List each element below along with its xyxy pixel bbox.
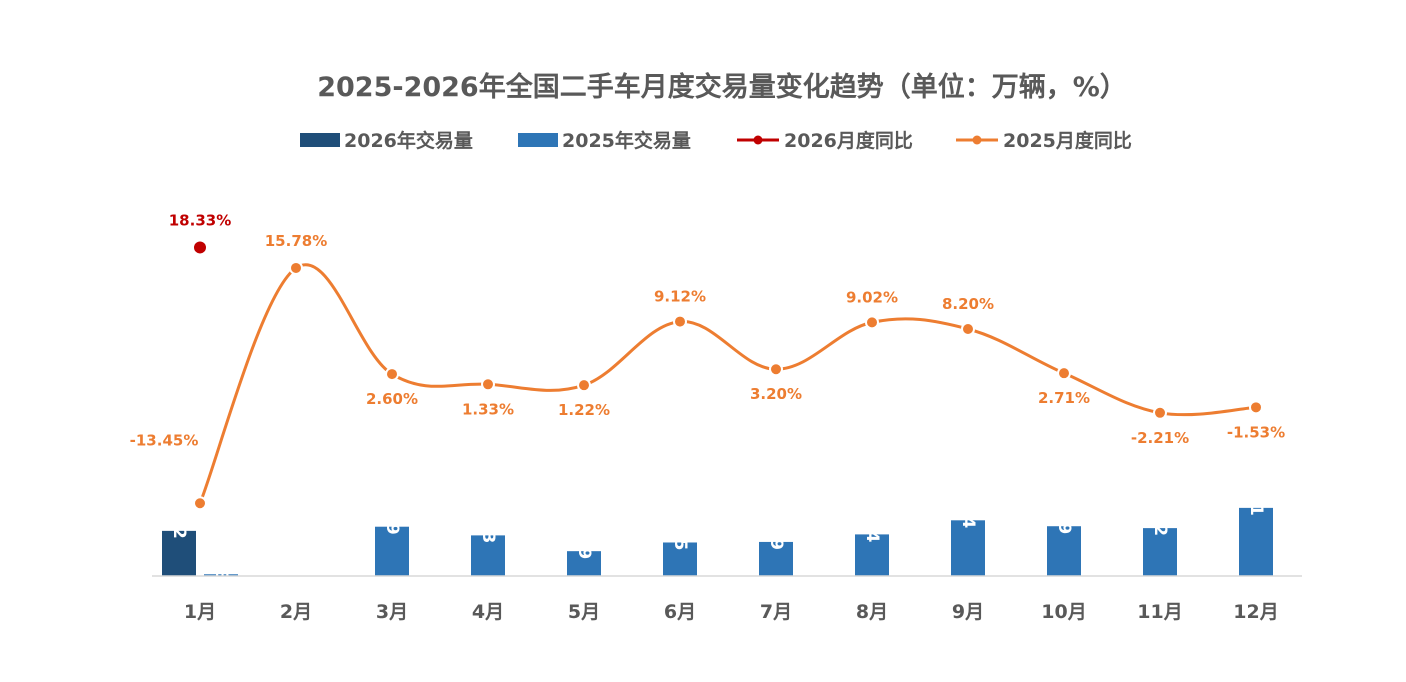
bar-2025: [663, 542, 697, 576]
x-tick-label: 11月: [1137, 601, 1182, 623]
bar-2025: [1143, 528, 1177, 576]
point-2025-yoy: [577, 378, 591, 393]
bar-value-label: 170.13: [478, 478, 498, 544]
bar-2025: [1239, 507, 1273, 576]
legend-label: 2026月度同比: [784, 129, 913, 152]
legend-swatch: [300, 133, 340, 147]
bar-value-label: 179.44: [958, 463, 978, 529]
x-tick-label: 6月: [664, 601, 696, 623]
x-tick-label: 1月: [184, 601, 216, 623]
bar-2025: [567, 551, 601, 576]
point-2025-yoy: [865, 315, 879, 330]
data-label-2025-yoy: 9.12%: [654, 288, 706, 306]
lines: -13.45% 15.78% 2.60% 1.33% 1.22% 9.12% 3.20% 9.…: [130, 211, 1285, 511]
bar-value-label: 165.75: [670, 485, 690, 551]
point-2025-yoy: [769, 362, 783, 377]
bar-value-label: 139.12: [286, 528, 306, 594]
bar-2025: [951, 520, 985, 576]
bar-value-label: 187.11: [1246, 450, 1266, 516]
legend-item-2025-yoy: 2025月度同比: [956, 129, 1132, 152]
point-2025-yoy: [385, 367, 399, 382]
bar-value-label: 175.79: [1054, 469, 1074, 535]
x-tick-label: 8月: [856, 601, 888, 623]
data-label-2025-yoy: -2.21%: [1131, 429, 1189, 447]
point-2025-yoy: [1249, 400, 1263, 415]
x-tick-label: 9月: [952, 601, 984, 623]
point-2025-yoy: [193, 496, 207, 511]
bar-2025: [471, 535, 505, 576]
legend-item-2025-volume: 2025年交易量: [518, 129, 691, 152]
chart-title: 2025-2026年全国二手车月度交易量变化趋势（单位：万辆，%）: [317, 71, 1127, 103]
x-tick-label: 2月: [280, 601, 312, 623]
bar-2025: [855, 534, 889, 576]
bar-2025: [204, 574, 238, 576]
bar-value-label: 172.92: [169, 473, 189, 539]
legend-label: 2025年交易量: [562, 129, 691, 152]
x-tick-label: 5月: [568, 601, 600, 623]
line-2025-yoy: [198, 263, 1257, 504]
legend-item-2026-volume: 2026年交易量: [300, 129, 473, 152]
legend-label: 2026年交易量: [344, 129, 473, 152]
legend-swatch-marker: [753, 135, 763, 145]
bar-2025: [1047, 526, 1081, 576]
data-label-2025-yoy: 9.02%: [846, 288, 898, 306]
bar-value-label: 170.74: [862, 477, 882, 543]
point-2025-yoy: [1153, 405, 1167, 420]
bar-2026: [162, 530, 196, 576]
bar-value-label: 174.62: [1150, 471, 1170, 537]
bar-value-label: 146.13: [211, 517, 231, 583]
point-2025-yoy: [673, 314, 687, 329]
x-tick-label: 7月: [760, 601, 792, 623]
x-tick-label: 12月: [1233, 601, 1278, 623]
bar-2025: [759, 541, 793, 576]
data-label-2025-yoy: 1.22%: [558, 401, 610, 419]
x-tick-label: 10月: [1041, 601, 1086, 623]
data-label-2025-yoy: 8.20%: [942, 295, 994, 313]
bars: 172.92 146.13 139.12 175.49 170.13 160.39 165.…: [162, 450, 1273, 594]
point-2025-yoy: [289, 260, 303, 275]
x-tick-label: 4月: [472, 601, 504, 623]
data-label-2025-yoy: 2.71%: [1038, 389, 1090, 407]
legend-swatch: [518, 133, 558, 147]
bar-value-label: 175.49: [382, 469, 402, 535]
legend-label: 2025月度同比: [1003, 129, 1132, 152]
x-tick-label: 3月: [376, 601, 408, 623]
data-label-2025-yoy: -1.53%: [1227, 423, 1285, 441]
x-ticks: 1月 2月 3月 4月 5月 6月 7月 8月 9月 10月 11月 12月: [184, 601, 1279, 623]
legend-swatch-marker: [972, 135, 982, 145]
legend-item-2026-yoy: 2026月度同比: [737, 129, 913, 152]
point-2026-yoy: [194, 241, 206, 254]
point-2025-yoy: [961, 321, 975, 336]
data-label-2025-yoy: 1.33%: [462, 400, 514, 418]
point-2025-yoy: [481, 377, 495, 392]
point-2025-yoy: [1057, 366, 1071, 381]
data-label-2025-yoy: 3.20%: [750, 385, 802, 403]
data-label-2025-yoy: -13.45%: [130, 431, 199, 449]
bar-2025: [375, 526, 409, 576]
legend: 2026年交易量 2025年交易量 2026月度同比 2025月度同比: [300, 129, 1132, 152]
bar-value-label: 166.09: [766, 484, 786, 550]
data-label-2025-yoy: 2.60%: [366, 390, 418, 408]
bar-value-label: 160.39: [574, 494, 594, 560]
data-label-2025-yoy: 15.78%: [265, 232, 327, 250]
data-label-2026-yoy: 18.33%: [169, 211, 231, 229]
